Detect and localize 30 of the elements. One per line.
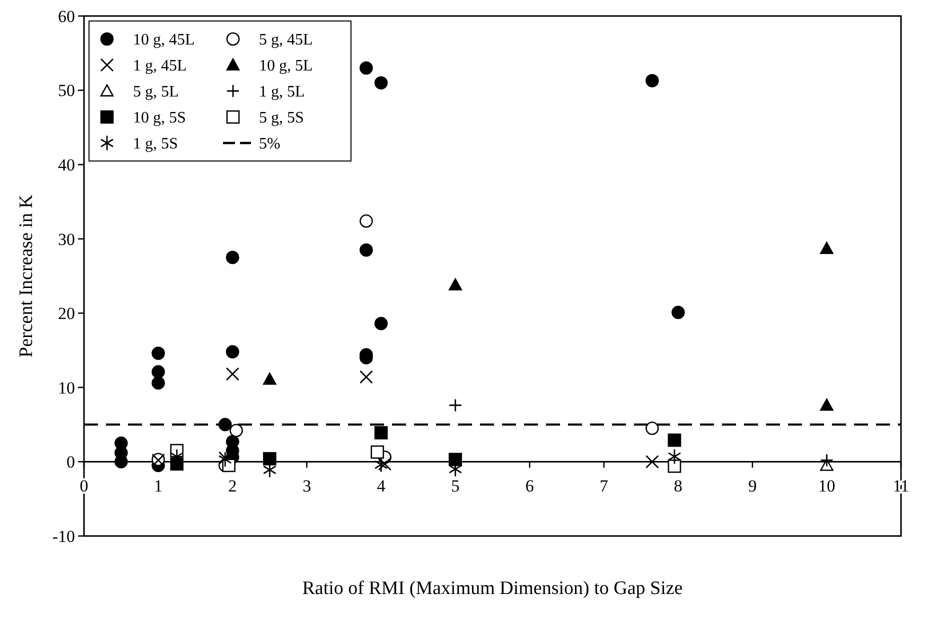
legend-label: 1 g, 45L [133,58,187,75]
legend-label: 10 g, 5L [259,58,313,75]
legend-label: 5% [259,136,280,153]
x-tick-label: 5 [451,476,460,496]
x-tick-label: 4 [376,476,386,496]
y-tick-label: 30 [58,230,75,249]
x-tick-label: 1 [154,476,163,496]
legend-label: 5 g, 5L [133,84,179,101]
y-tick-label: 10 [58,378,75,398]
legend-label: 5 g, 45L [259,32,313,49]
legend-label: 1 g, 5S [133,136,178,153]
legend-label: 10 g, 5S [133,110,186,127]
y-tick-label: 40 [58,156,75,175]
x-tick-label: 9 [748,476,757,496]
legend-label: 10 g, 45L [133,32,195,49]
y-tick-label: 60 [58,6,75,26]
legend-label: 1 g, 5L [259,84,305,101]
y-tick-label: -10 [52,526,75,546]
x-tick-label: 7 [600,476,609,496]
y-axis-title: Percent Increase in K [16,194,37,358]
y-tick-label: 50 [58,81,75,100]
x-tick-label: 3 [302,476,312,496]
x-tick-label: 10 [818,476,836,496]
x-tick-label: 8 [674,476,682,496]
x-axis-title: Ratio of RMI (Maximum Dimension) to Gap Size [302,578,683,599]
legend-label: 5 g, 5S [259,110,304,127]
x-tick-label: 6 [525,476,534,496]
y-tick-label: 0 [66,452,75,472]
y-tick-label: 20 [58,304,75,324]
x-tick-label: 2 [228,476,237,496]
